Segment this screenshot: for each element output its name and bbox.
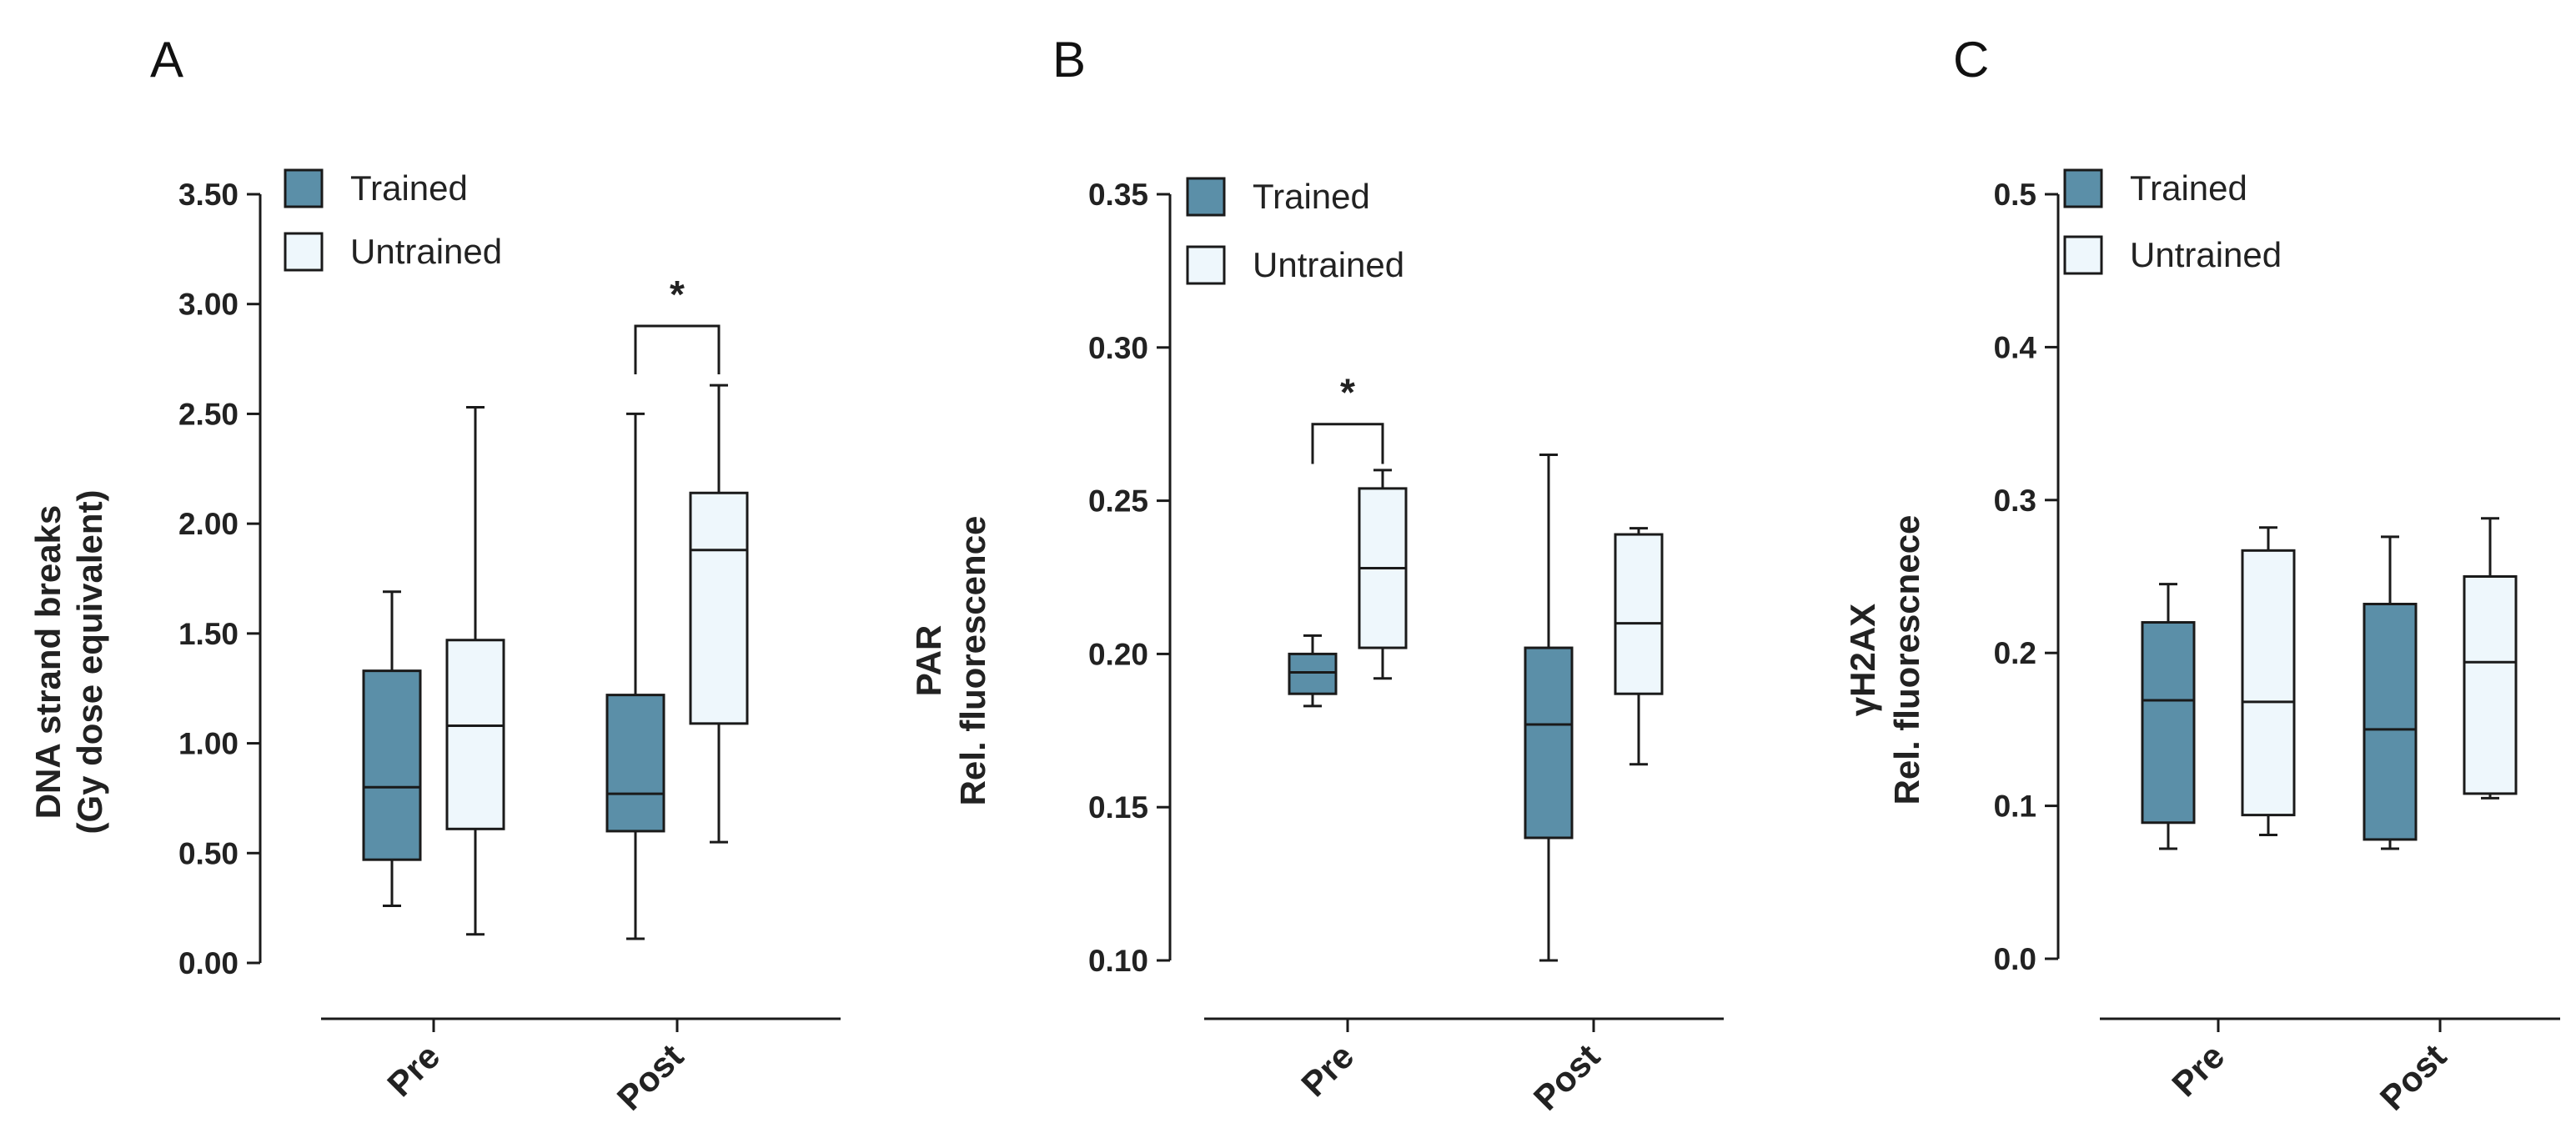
legend-label: Untrained <box>350 232 502 271</box>
legend-label: Untrained <box>2130 235 2282 274</box>
legend-swatch-trained <box>1186 177 1226 217</box>
box-trained-post <box>605 412 665 940</box>
y-axis-label-line-2: (Gy dose equivalent) <box>70 489 109 834</box>
panel-letter: A <box>150 32 183 88</box>
y-axis-label-line-1: DNA strand breaks <box>28 505 68 820</box>
y-tick-label: 0.00 <box>178 946 239 980</box>
chart-panel-c: C 0.0 0.1 0.2 0.3 0.4 0.5 Pre Post γH2AX Rel. fluo… <box>1843 32 2560 1118</box>
y-axis-label-line-2: Rel. fluorescence <box>953 516 992 806</box>
legend-swatch-trained <box>2063 168 2103 208</box>
box-iqr <box>1524 646 1574 840</box>
box-trained-post <box>2363 535 2418 850</box>
box-untrained-post <box>1614 527 1664 766</box>
box-iqr <box>362 669 422 861</box>
y-axis-label-line-1: PAR <box>909 625 948 697</box>
box-iqr <box>2363 603 2418 841</box>
y-tick-label: 3.50 <box>178 178 239 212</box>
x-category-label: Pre <box>1293 1036 1361 1104</box>
box-trained-pre <box>1288 634 1338 708</box>
y-axis-label-line-1: γH2AX <box>1843 604 1882 716</box>
y-tick-label: 0.1 <box>1994 790 2036 824</box>
y-tick-label: 0.35 <box>1088 178 1148 212</box>
x-category-label: Pre <box>379 1036 447 1104</box>
chart-panel-a: A 0.00 0.50 1.00 1.50 2.00 2.50 3.00 3.50 Pre Post… <box>28 32 841 1118</box>
y-tick-label: 0.2 <box>1994 636 2036 670</box>
box-iqr <box>689 491 749 725</box>
y-tick-label: 0.5 <box>1994 178 2036 212</box>
legend-label: Trained <box>350 168 468 208</box>
legend-swatch-untrained <box>1186 245 1226 285</box>
y-tick-label: 0.20 <box>1088 637 1148 671</box>
y-axis-label-line-2: Rel. fluorescnece <box>1887 515 1926 805</box>
significance-marker: * <box>1340 371 1355 414</box>
box-untrained-pre <box>2241 526 2296 836</box>
box-trained-post <box>1524 453 1574 962</box>
box-trained-pre <box>2141 583 2196 850</box>
x-category-label: Post <box>610 1036 691 1118</box>
y-tick-label: 2.50 <box>178 397 239 431</box>
y-tick-label: 0.10 <box>1088 944 1148 978</box>
box-untrained-pre <box>445 406 505 936</box>
legend-label: Trained <box>2130 168 2247 208</box>
box-untrained-pre <box>1358 469 1408 680</box>
x-category-label: Pre <box>2164 1036 2232 1104</box>
y-tick-label: 1.00 <box>178 727 239 761</box>
y-tick-label: 0.3 <box>1994 484 2036 518</box>
box-iqr <box>1288 652 1338 695</box>
significance-marker: * <box>670 273 685 316</box>
y-tick-label: 0.30 <box>1088 331 1148 365</box>
chart-panel-b: B 0.10 0.15 0.20 0.25 0.30 0.35 Pre Post PAR Rel. … <box>909 32 1724 1118</box>
panel-letter: C <box>1953 32 1989 88</box>
y-tick-label: 0.50 <box>178 836 239 870</box>
box-iqr <box>2463 575 2518 795</box>
y-tick-label: 1.50 <box>178 617 239 651</box>
legend-swatch-untrained <box>284 232 324 272</box>
legend-swatch-untrained <box>2063 235 2103 275</box>
y-tick-label: 0.0 <box>1994 942 2036 976</box>
y-tick-label: 3.00 <box>178 288 239 322</box>
legend-swatch-trained <box>284 168 324 208</box>
x-category-label: Post <box>2373 1036 2454 1118</box>
y-tick-label: 2.00 <box>178 507 239 541</box>
box-untrained-post <box>2463 517 2518 800</box>
box-untrained-post <box>689 384 749 844</box>
legend-label: Untrained <box>1253 245 1404 284</box>
box-iqr <box>2241 549 2296 817</box>
box-iqr <box>2141 621 2196 825</box>
y-tick-label: 0.25 <box>1088 484 1148 519</box>
box-trained-pre <box>362 590 422 908</box>
box-iqr <box>605 694 665 833</box>
panel-letter: B <box>1052 32 1086 88</box>
box-iqr <box>445 639 505 830</box>
legend-label: Trained <box>1253 177 1370 216</box>
y-tick-label: 0.4 <box>1994 330 2037 364</box>
x-category-label: Post <box>1526 1036 1608 1118</box>
box-iqr <box>1614 533 1664 695</box>
significance-bracket <box>634 324 721 375</box>
y-tick-label: 0.15 <box>1088 790 1148 825</box>
significance-bracket <box>1311 423 1384 464</box>
